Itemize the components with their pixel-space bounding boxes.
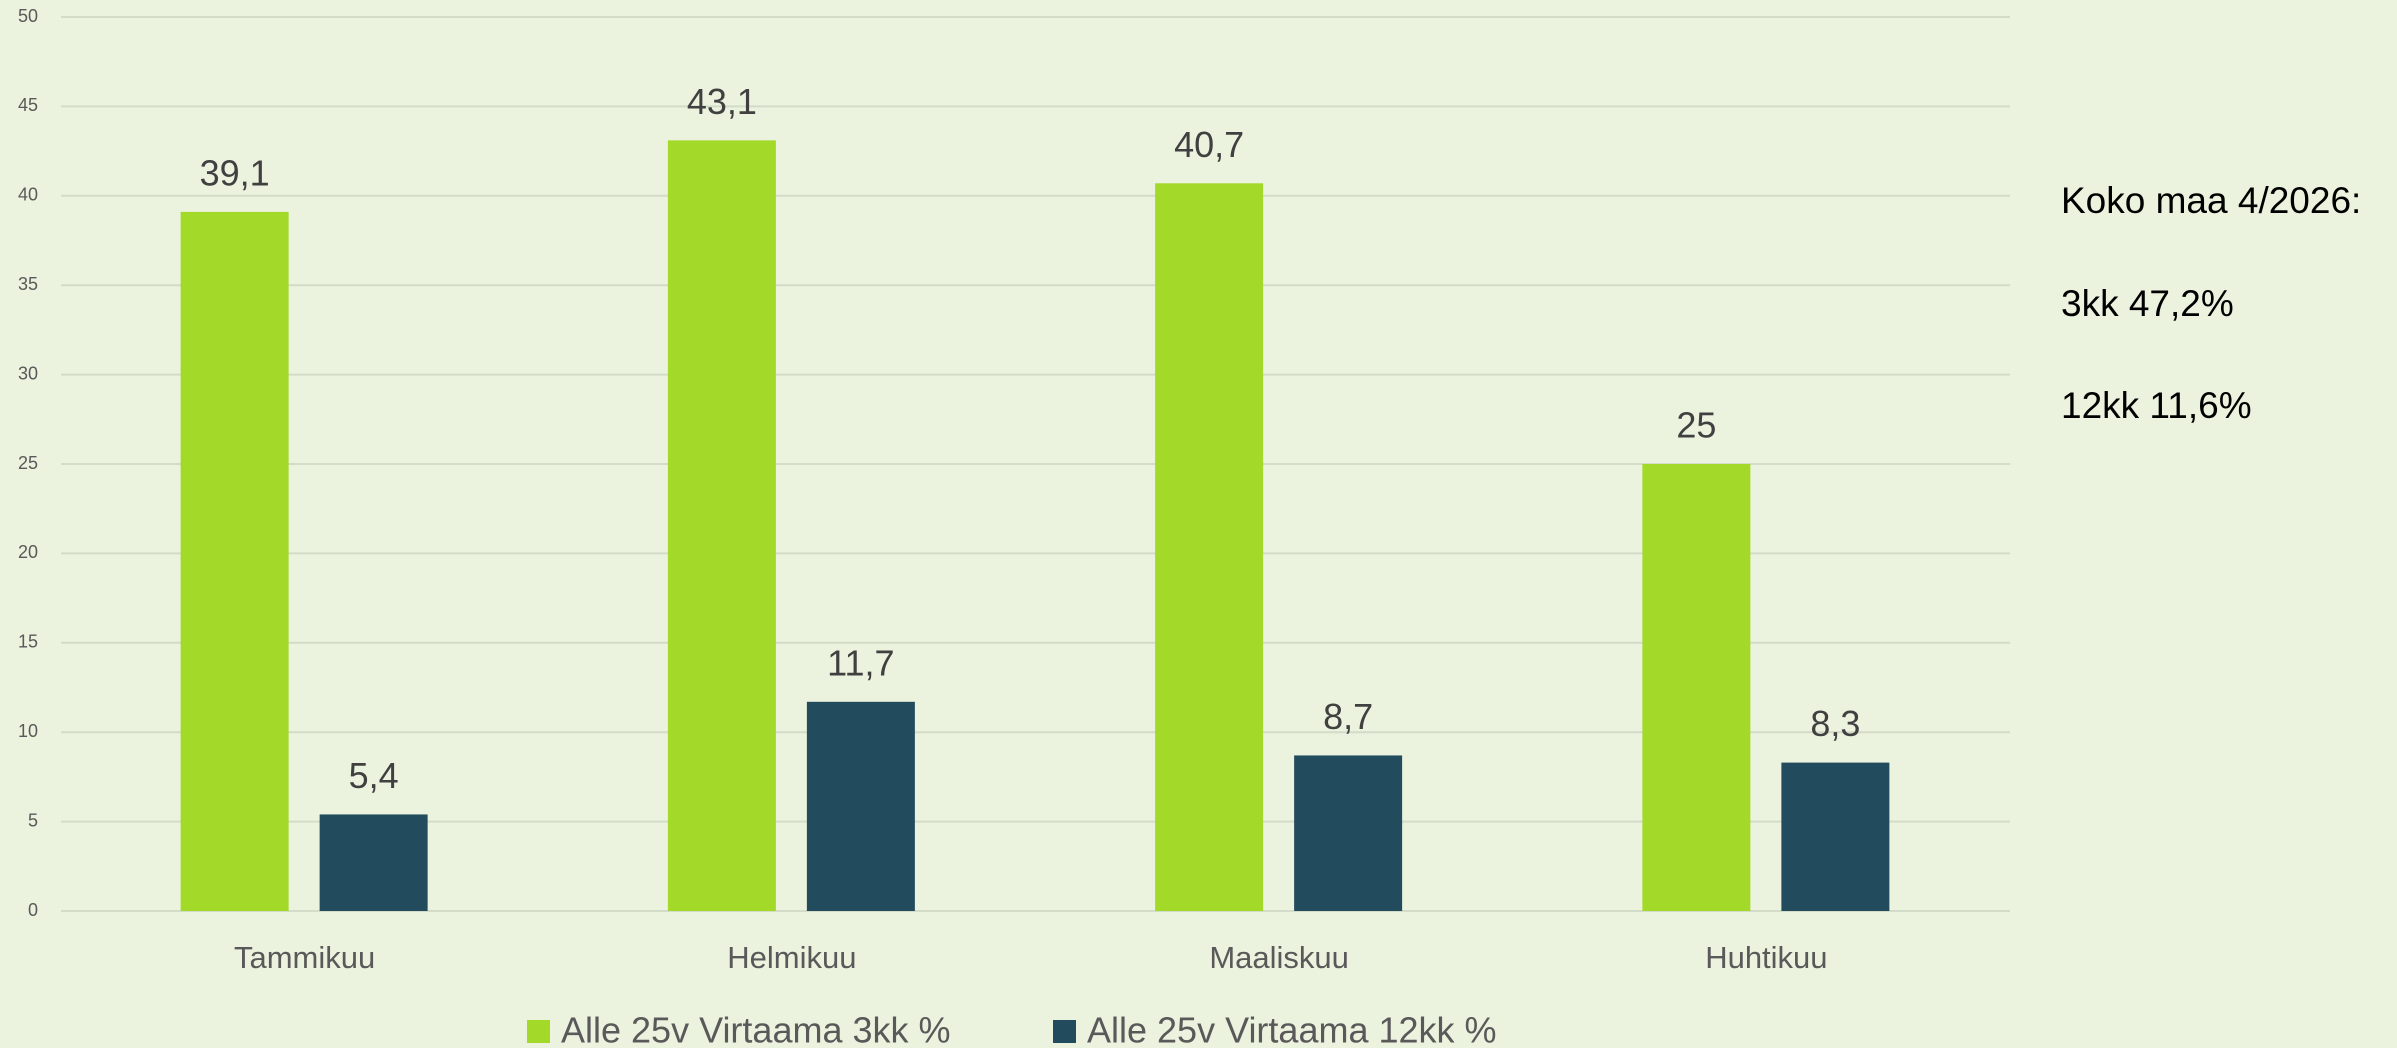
data-label: 25: [1676, 405, 1716, 446]
legend-label: Alle 25v Virtaama 12kk %: [1087, 1010, 1497, 1048]
legend-swatch: [527, 1020, 550, 1043]
y-tick-label: 20: [18, 542, 38, 562]
annotation: 12kk 11,6%: [2061, 385, 2252, 426]
y-tick-label: 10: [18, 721, 38, 741]
legend-swatch: [1053, 1020, 1076, 1043]
data-label: 8,3: [1810, 703, 1860, 744]
y-tick-label: 0: [28, 900, 38, 920]
y-tick-label: 25: [18, 453, 38, 473]
y-tick-label: 45: [18, 95, 38, 115]
x-tick-label: Helmikuu: [727, 940, 856, 975]
bar: [1294, 755, 1403, 911]
y-tick-label: 5: [28, 810, 38, 830]
y-tick-label: 30: [18, 363, 38, 383]
bar: [1155, 183, 1264, 911]
bar: [180, 211, 289, 912]
bar: [667, 140, 776, 911]
annotation: 3kk 47,2%: [2061, 283, 2234, 324]
data-label: 5,4: [349, 755, 399, 796]
bar: [319, 814, 428, 911]
y-tick-label: 15: [18, 632, 38, 652]
bar: [1781, 762, 1890, 911]
y-tick-label: 35: [18, 274, 38, 294]
y-tick-label: 40: [18, 185, 38, 205]
bar: [806, 701, 915, 911]
data-label: 8,7: [1323, 696, 1373, 737]
y-tick-label: 50: [18, 6, 38, 26]
data-label: 40,7: [1174, 124, 1244, 165]
legend-label: Alle 25v Virtaama 3kk %: [561, 1010, 951, 1048]
data-label: 39,1: [200, 152, 270, 193]
x-tick-label: Maaliskuu: [1209, 940, 1349, 975]
bar: [1642, 464, 1751, 911]
annotation: Koko maa 4/2026:: [2061, 180, 2361, 221]
x-tick-label: Tammikuu: [234, 940, 375, 975]
data-label: 43,1: [687, 81, 757, 122]
x-tick-label: Huhtikuu: [1705, 940, 1827, 975]
data-label: 11,7: [827, 642, 894, 683]
